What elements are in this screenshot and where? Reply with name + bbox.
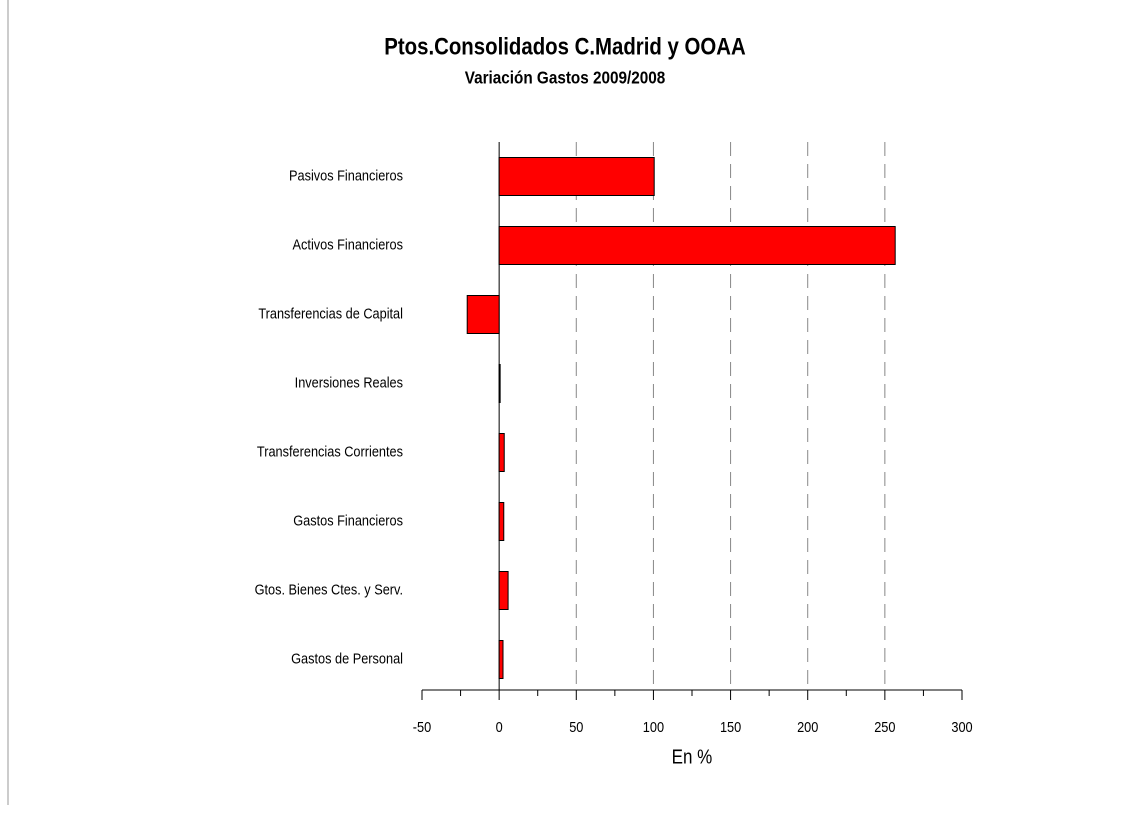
y-tick-label: Gastos Financieros — [293, 511, 403, 528]
y-tick-label: Transferencias de Capital — [258, 304, 403, 321]
x-tick-label: 250 — [874, 718, 895, 735]
bar — [498, 571, 509, 610]
chart-subtitle: Variación Gastos 2009/2008 — [465, 68, 666, 88]
y-tick-label: Inversiones Reales — [295, 373, 403, 390]
x-tick-label: 200 — [797, 718, 818, 735]
y-tick-label: Gastos de Personal — [291, 649, 403, 666]
bar — [498, 364, 501, 403]
bar — [466, 295, 500, 334]
x-tick-label: 50 — [569, 718, 583, 735]
x-tick-label: 150 — [720, 718, 741, 735]
bar — [498, 502, 505, 541]
x-tick-label: -50 — [413, 718, 432, 735]
y-tick-label: Pasivos Financieros — [289, 166, 403, 183]
y-tick-label: Transferencias Corrientes — [257, 442, 403, 459]
x-tick-label: 300 — [951, 718, 972, 735]
x-axis-label: En % — [672, 745, 713, 768]
bar — [498, 640, 504, 679]
y-tick-label: Gtos. Bienes Ctes. y Serv. — [255, 580, 403, 597]
bar — [498, 226, 896, 265]
x-tick-label: 0 — [496, 718, 503, 735]
x-tick-label: 100 — [643, 718, 664, 735]
y-tick-label: Activos Financieros — [293, 235, 403, 252]
bar — [498, 433, 505, 472]
bar — [498, 157, 655, 196]
chart-title: Ptos.Consolidados C.Madrid y OOAA — [384, 33, 745, 60]
